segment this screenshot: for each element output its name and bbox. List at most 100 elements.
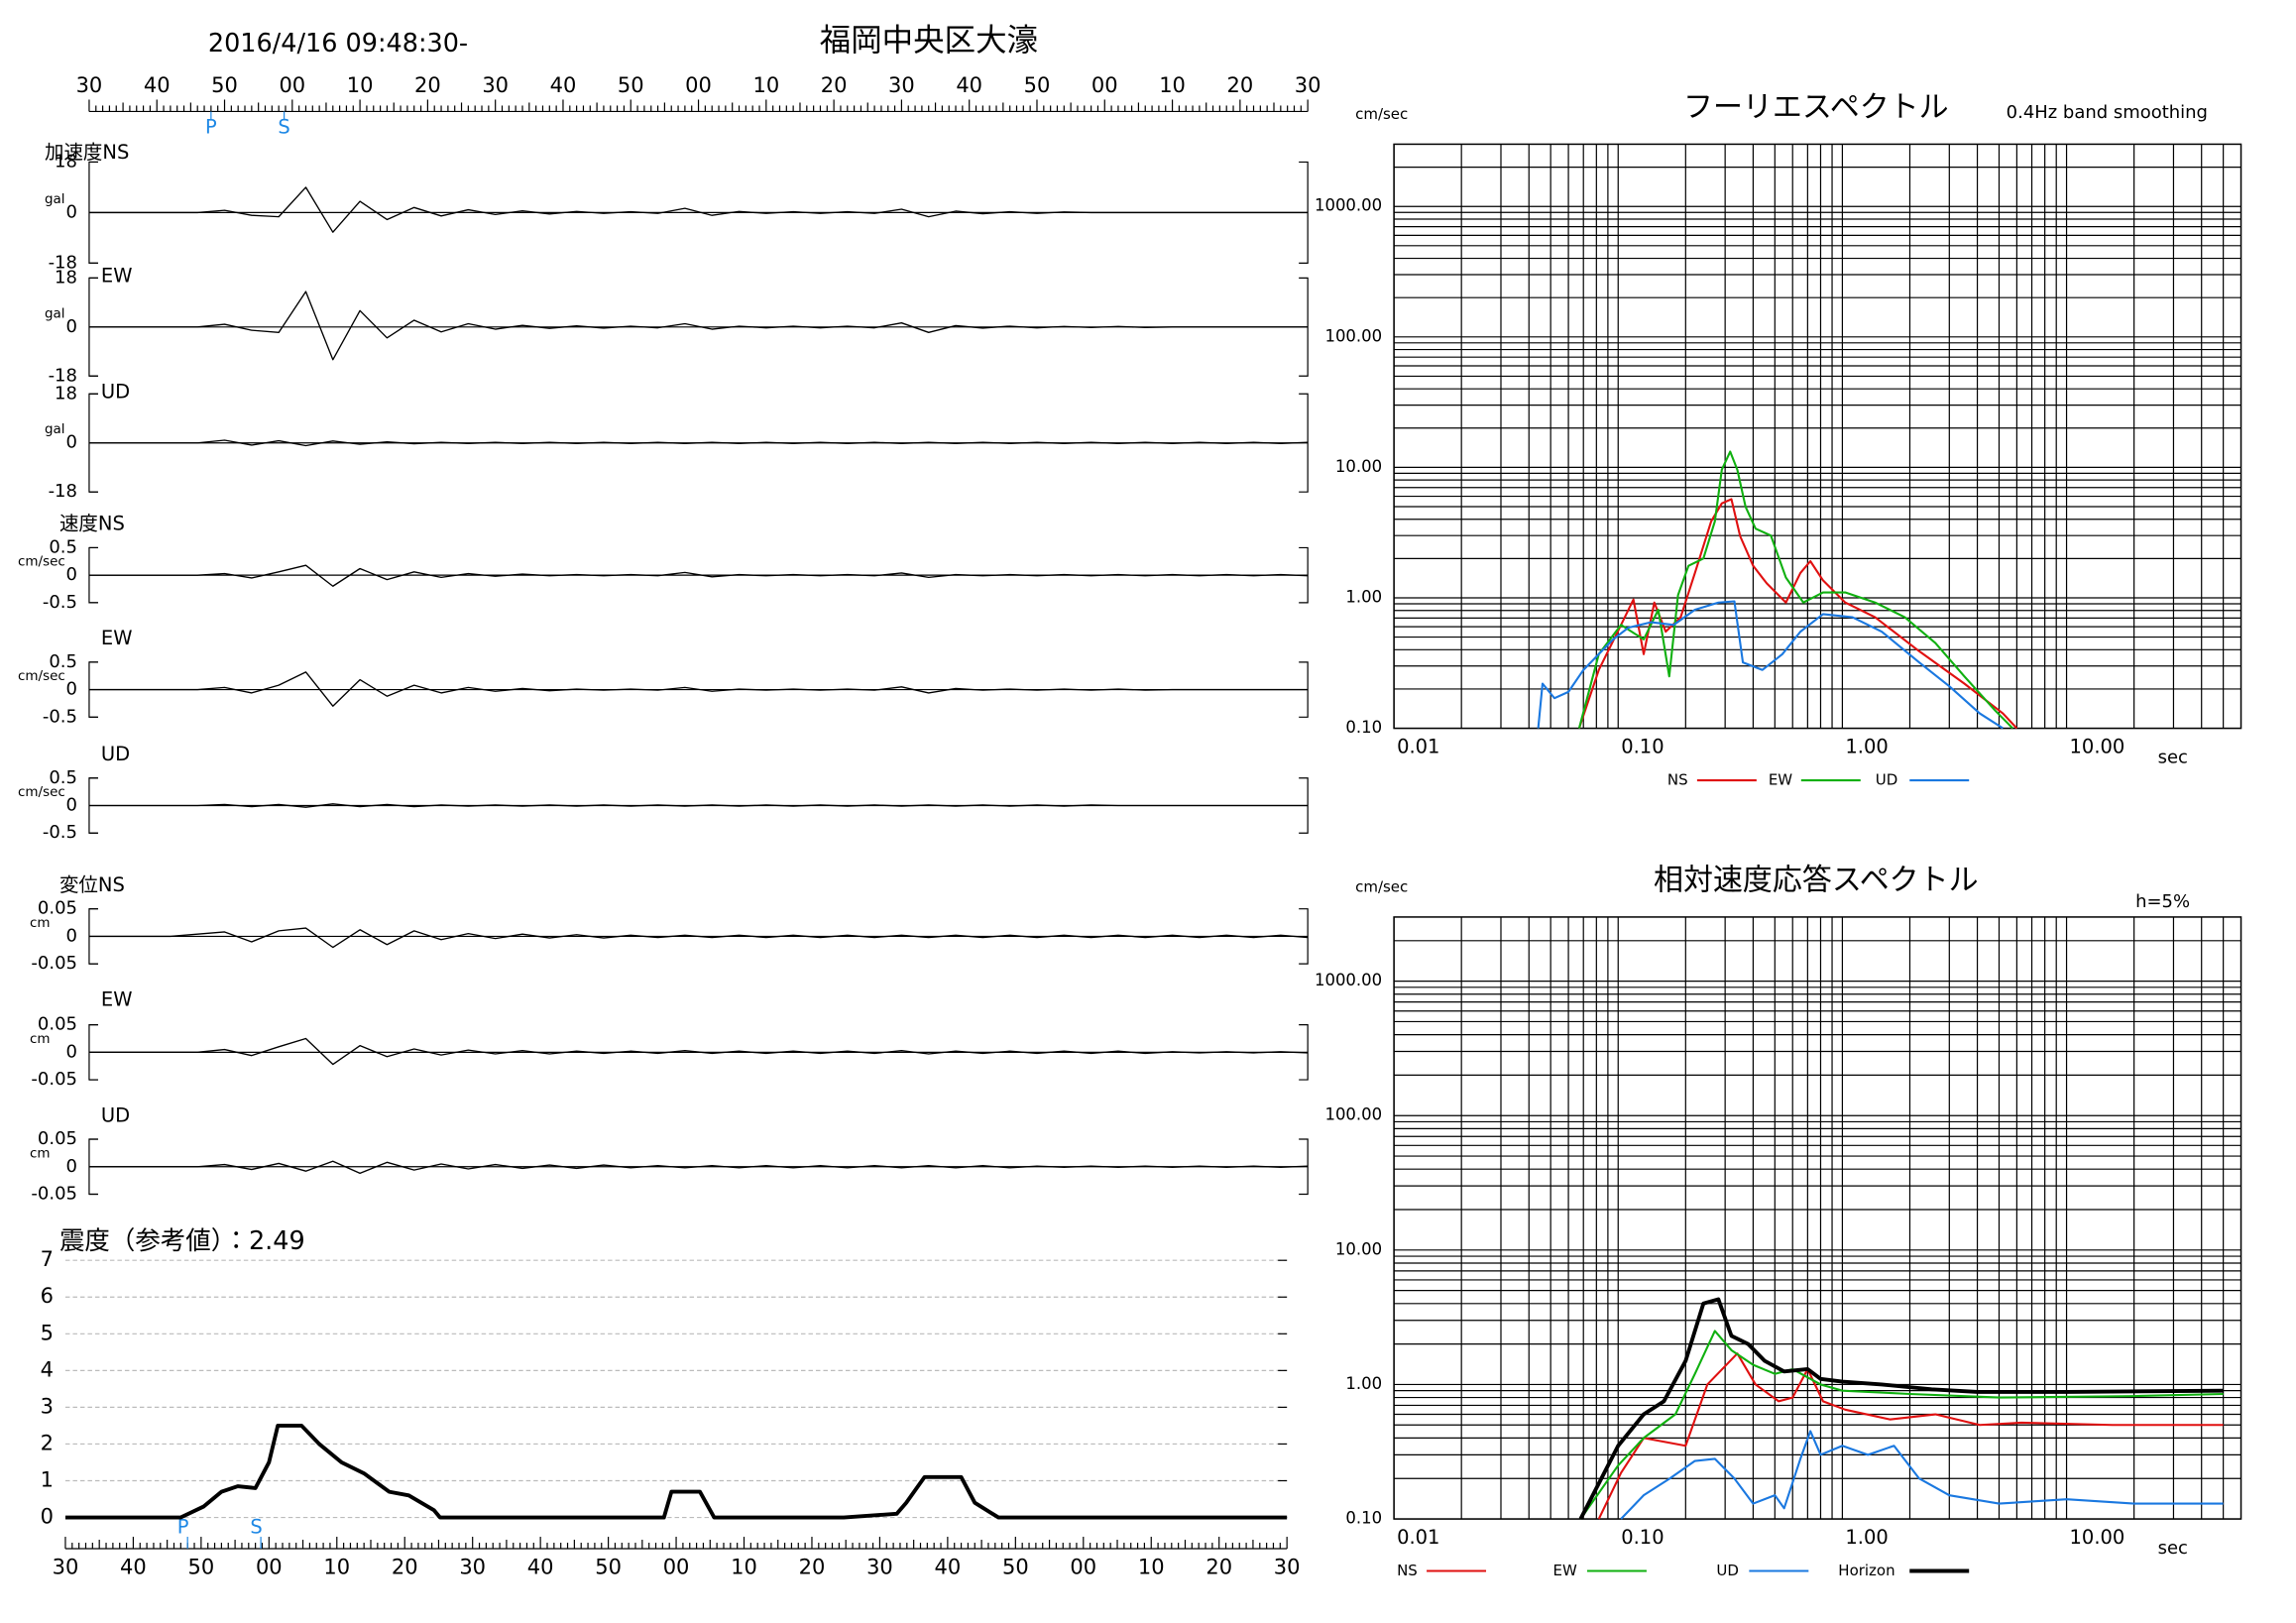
x-tick-label: 10	[323, 1556, 350, 1579]
waveform-trace	[88, 927, 1309, 949]
series-line	[1579, 1330, 2224, 1520]
y-tick-label: 0	[66, 1041, 77, 1062]
y-tick-label: 0	[66, 1156, 77, 1177]
y-tick-label: 18	[55, 383, 77, 404]
x-tick-label: 40	[120, 1556, 147, 1579]
panel-unit: gal	[45, 305, 65, 321]
panel-label: UD	[101, 380, 130, 403]
x-tick-label: 30	[76, 73, 103, 97]
x-tick-label: 50	[1024, 73, 1051, 97]
plot-frame	[1393, 916, 2242, 1520]
x-tick-label: 40	[550, 73, 577, 97]
panel-unit: cm	[30, 1145, 51, 1161]
series-line	[1620, 1430, 2224, 1520]
waveform-trace	[88, 671, 1309, 707]
x-tick-label: 30	[866, 1556, 893, 1579]
waveform-trace	[88, 1160, 1309, 1175]
x-tick-label: 40	[527, 1556, 554, 1579]
phase-label: P	[177, 1516, 189, 1539]
panel-label: UD	[101, 1103, 130, 1126]
x-tick-label: 10	[752, 73, 779, 97]
panel-unit: cm/sec	[18, 784, 65, 800]
x-tick-label: 10.00	[2070, 736, 2125, 758]
waveform-trace	[88, 1037, 1309, 1066]
y-axis-label: cm/sec	[1355, 105, 1408, 123]
x-tick-label: 40	[935, 1556, 962, 1579]
panel-label: EW	[101, 627, 133, 649]
x-tick-label: 20	[1227, 73, 1254, 97]
annotation: h=5%	[2135, 891, 2190, 912]
x-tick-label: 30	[1295, 73, 1321, 97]
y-tick-label: 10.00	[1335, 1239, 1382, 1258]
x-tick-label: 30	[888, 73, 915, 97]
x-tick-label: 10	[1138, 1556, 1165, 1579]
y-tick-label: -18	[49, 365, 77, 386]
y-tick-label: -0.5	[43, 706, 77, 727]
chart-title: 震度（参考値）：2.49	[59, 1226, 305, 1256]
y-tick-label: 1	[41, 1467, 54, 1491]
legend-label: EW	[1552, 1562, 1576, 1579]
x-tick-label: 10	[731, 1556, 757, 1579]
x-tick-label: 10	[347, 73, 374, 97]
legend-label: NS	[1667, 771, 1688, 789]
y-tick-label: -18	[49, 481, 77, 502]
y-tick-label: 5	[41, 1321, 54, 1344]
panel-unit: cm	[30, 1031, 51, 1047]
y-tick-label: 0.5	[49, 651, 77, 672]
y-tick-label: 0.05	[38, 1128, 77, 1149]
x-tick-label: 00	[685, 73, 712, 97]
x-tick-label: 0.01	[1397, 1526, 1439, 1549]
legend-label: UD	[1876, 771, 1898, 789]
y-tick-label: 4	[41, 1357, 54, 1381]
chart-subtitle: 2016/4/16 09:48:30-	[208, 29, 468, 58]
series-line	[1577, 450, 2013, 730]
panel-label: EW	[101, 987, 133, 1010]
y-tick-label: 0	[66, 432, 77, 453]
x-tick-label: 50	[1002, 1556, 1029, 1579]
chart-subtitle: 0.4Hz band smoothing	[2007, 102, 2208, 123]
legend-label: UD	[1716, 1562, 1739, 1579]
y-tick-label: 18	[55, 151, 77, 172]
y-tick-label: 0.10	[1345, 718, 1382, 737]
y-tick-label: -18	[49, 252, 77, 273]
x-tick-label: 50	[595, 1556, 622, 1579]
x-tick-label: 20	[799, 1556, 826, 1579]
waveform-trace	[88, 186, 1309, 233]
x-tick-label: 30	[53, 1556, 79, 1579]
panel-label: UD	[101, 743, 130, 765]
legend-label: Horizon	[1838, 1562, 1894, 1579]
waveform-trace	[88, 564, 1309, 587]
y-tick-label: 0	[41, 1505, 54, 1529]
x-tick-label: 1.00	[1845, 736, 1888, 758]
y-tick-label: 6	[41, 1284, 54, 1308]
x-axis-label: sec	[2158, 1538, 2188, 1559]
y-tick-label: 0.5	[49, 767, 77, 788]
y-tick-label: 1.00	[1345, 587, 1382, 606]
y-tick-label: 100.00	[1324, 326, 1382, 345]
x-tick-label: 20	[414, 73, 441, 97]
y-tick-label: -0.05	[31, 1069, 76, 1090]
series-line	[1537, 600, 2004, 730]
x-tick-label: 10	[1159, 73, 1186, 97]
y-tick-label: 0	[66, 201, 77, 222]
series-line	[1597, 1352, 2224, 1520]
waveform-trace	[88, 439, 1309, 447]
x-tick-label: 0.10	[1621, 736, 1664, 758]
y-tick-label: 1.00	[1345, 1374, 1382, 1393]
panel-label: 変位NS	[59, 873, 125, 896]
panel-unit: cm	[30, 915, 51, 931]
panel-unit: cm/sec	[18, 668, 65, 684]
y-tick-label: -0.5	[43, 822, 77, 843]
y-tick-label: 0.05	[38, 898, 77, 919]
x-tick-label: 1.00	[1845, 1526, 1888, 1549]
x-tick-label: 20	[392, 1556, 418, 1579]
panel-unit: gal	[45, 421, 65, 437]
panel-label: 加速度NS	[45, 141, 129, 164]
y-tick-label: -0.05	[31, 1184, 76, 1205]
x-tick-label: 30	[1274, 1556, 1301, 1579]
panel-label: 速度NS	[59, 513, 125, 535]
y-tick-label: 1000.00	[1315, 196, 1382, 215]
y-tick-label: 0.5	[49, 536, 77, 557]
